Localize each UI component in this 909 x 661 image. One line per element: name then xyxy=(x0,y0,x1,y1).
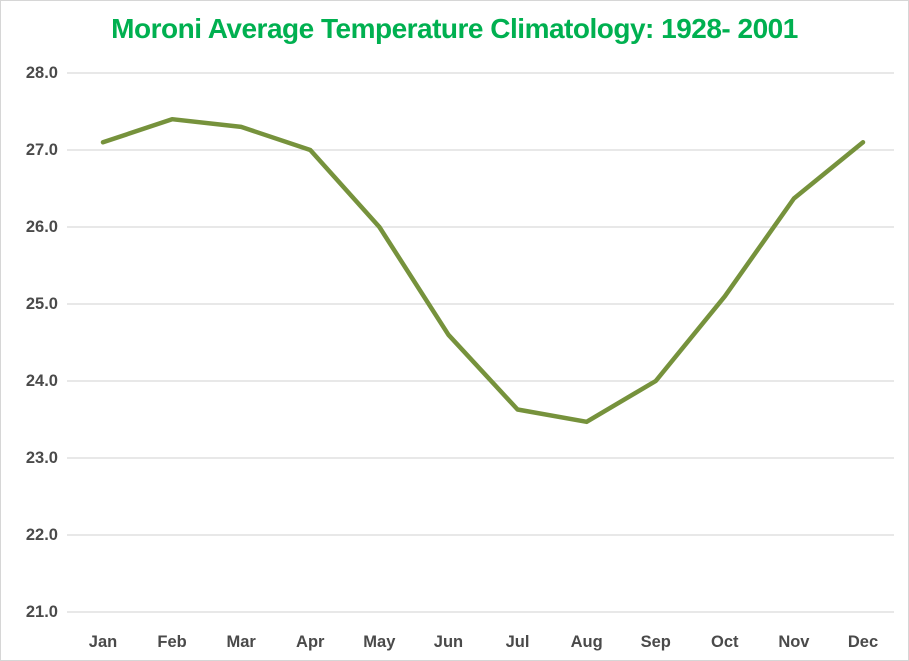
x-axis-tick-label: Jan xyxy=(89,633,117,651)
x-axis-tick-label: May xyxy=(363,633,396,651)
temperature-line xyxy=(100,116,866,425)
y-axis-tick-label: 28.0 xyxy=(26,64,58,82)
x-axis-tick-label: Sep xyxy=(641,633,671,651)
y-axis-tick-label: 22.0 xyxy=(26,526,58,544)
y-axis-tick-label: 23.0 xyxy=(26,449,58,467)
chart-title: Moroni Average Temperature Climatology: … xyxy=(111,13,798,44)
y-axis-tick-label: 27.0 xyxy=(26,141,58,159)
x-axis-tick-label: Nov xyxy=(778,633,810,651)
y-axis-tick-label: 24.0 xyxy=(26,372,58,390)
y-axis-tick-label: 21.0 xyxy=(26,603,58,621)
x-axis-tick-label: Aug xyxy=(571,633,603,651)
x-axis-tick-label: Jul xyxy=(506,633,530,651)
y-axis-tick-label: 25.0 xyxy=(26,295,58,313)
x-axis-tick-label: Mar xyxy=(227,633,257,651)
x-axis-tick-label: Apr xyxy=(296,633,325,651)
x-axis-tick-label: Feb xyxy=(157,633,186,651)
y-axis-tick-label: 26.0 xyxy=(26,218,58,236)
x-axis-tick-label: Jun xyxy=(434,633,463,651)
x-axis-tick-label: Oct xyxy=(711,633,739,651)
x-axis-tick-label: Dec xyxy=(848,633,878,651)
